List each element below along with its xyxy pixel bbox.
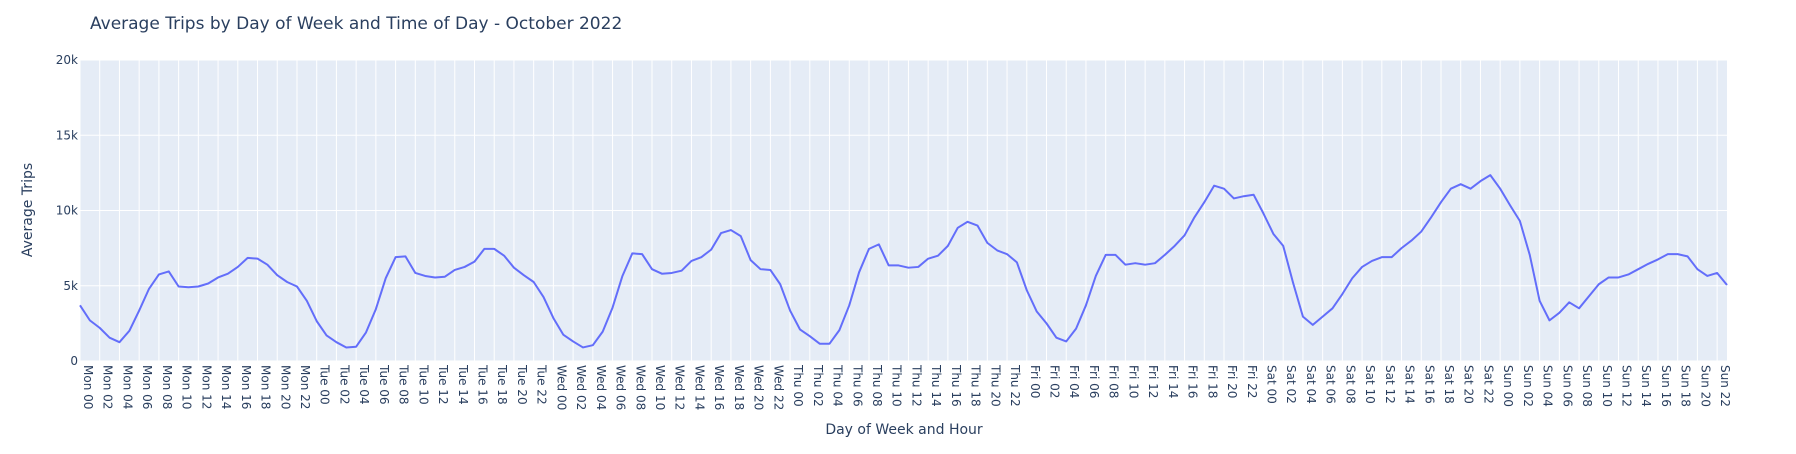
x-tick-label: Thu 14 [929,364,943,407]
x-tick-label: Sat 14 [1403,365,1417,404]
x-tick-label: Sat 12 [1383,365,1397,404]
x-tick-label: Mon 04 [120,365,134,409]
x-tick-label: Thu 18 [969,364,983,407]
x-tick-label: Fri 18 [1205,365,1219,398]
x-tick-label: Mon 18 [259,365,273,409]
x-tick-label: Thu 06 [850,364,864,407]
x-tick-label: Thu 22 [1008,364,1022,407]
x-tick-label: Sun 14 [1639,365,1653,407]
x-tick-label: Wed 02 [574,365,588,410]
x-axis-title: Day of Week and Hour [825,422,983,438]
x-tick-label: Sun 10 [1600,365,1614,407]
x-tick-label: Mon 08 [160,365,174,409]
x-tick-label: Mon 10 [180,365,194,409]
x-tick-label: Fri 22 [1245,365,1259,398]
x-tick-label: Sun 08 [1580,365,1594,407]
x-tick-label: Fri 20 [1225,365,1239,398]
x-tick-label: Mon 00 [81,365,95,409]
x-tick-label: Wed 06 [614,365,628,410]
x-tick-label: Tue 06 [377,364,391,405]
x-tick-label: Thu 10 [890,364,904,407]
x-tick-label: Wed 20 [752,365,766,410]
x-tick-label: Mon 06 [140,365,154,409]
x-tick-label: Wed 04 [594,365,608,410]
x-tick-label: Tue 02 [337,364,351,405]
x-tick-label: Tue 16 [475,364,489,405]
x-tick-label: Sun 18 [1679,365,1693,407]
x-tick-label: Sun 12 [1620,365,1634,407]
x-tick-label: Fri 04 [1067,365,1081,398]
x-tick-label: Thu 00 [791,364,805,407]
x-tick-label: Sat 08 [1343,365,1357,404]
x-tick-label: Wed 16 [712,365,726,410]
x-tick-label: Sat 20 [1462,365,1476,404]
x-tick-label: Sun 22 [1718,365,1732,407]
x-tick-label: Tue 00 [318,364,332,405]
x-tick-label: Sat 02 [1284,365,1298,404]
x-tick-label: Sat 22 [1481,365,1495,404]
x-tick-label: Mon 14 [219,365,233,409]
x-tick-label: Fri 14 [1166,365,1180,398]
y-tick-label: 15k [56,128,78,142]
y-tick-label: 0 [70,354,78,368]
y-axis-title: Average Trips [20,163,36,257]
x-tick-label: Sun 06 [1560,365,1574,407]
x-tick-label: Sat 06 [1324,365,1338,404]
x-tick-label: Sat 16 [1422,365,1436,404]
x-tick-label: Fri 06 [1087,365,1101,398]
x-tick-label: Tue 10 [416,364,430,405]
x-tick-label: Sat 04 [1304,365,1318,404]
x-tick-label: Mon 20 [278,365,292,409]
x-tick-label: Wed 18 [732,365,746,410]
x-tick-label: Sun 16 [1659,365,1673,407]
x-tick-label: Wed 00 [554,365,568,410]
x-tick-label: Tue 12 [436,364,450,405]
x-tick-label: Fri 10 [1126,365,1140,398]
x-tick-label: Sun 20 [1698,365,1712,407]
x-tick-label: Thu 12 [909,364,923,407]
x-tick-label: Sat 00 [1264,365,1278,404]
x-tick-label: Tue 18 [495,364,509,405]
x-tick-label: Thu 16 [949,364,963,407]
x-tick-label: Tue 20 [515,364,529,405]
x-tick-label: Tue 08 [397,364,411,405]
x-tick-label: Mon 16 [239,365,253,409]
x-tick-label: Fri 16 [1186,365,1200,398]
x-tick-label: Fri 00 [1028,365,1042,398]
x-tick-label: Fri 02 [1048,365,1062,398]
x-tick-label: Thu 02 [811,364,825,407]
x-tick-label: Sat 10 [1363,365,1377,404]
x-tick-label: Wed 22 [771,365,785,410]
y-tick-label: 20k [56,53,78,67]
y-tick-label: 5k [63,279,78,293]
x-tick-label: Sun 04 [1541,365,1555,407]
x-tick-label: Thu 08 [870,364,884,407]
chart-title: Average Trips by Day of Week and Time of… [90,14,622,34]
x-tick-label: Mon 12 [199,365,213,409]
x-tick-label: Mon 22 [298,365,312,409]
x-tick-label: Tue 22 [535,364,549,405]
x-tick-label: Tue 04 [357,364,371,405]
x-tick-label: Thu 04 [831,364,845,407]
x-tick-label: Fri 08 [1107,365,1121,398]
x-tick-label: Thu 20 [988,364,1002,407]
x-tick-label: Wed 10 [653,365,667,410]
x-tick-label: Wed 14 [692,365,706,410]
x-tick-label: Sun 00 [1501,365,1515,407]
x-tick-label: Sat 18 [1442,365,1456,404]
x-tick-label: Tue 14 [456,364,470,405]
x-tick-label: Mon 02 [101,365,115,409]
x-tick-label: Fri 12 [1146,365,1160,398]
x-tick-label: Sun 02 [1521,365,1535,407]
y-tick-label: 10k [56,204,78,218]
x-tick-label: Wed 08 [633,365,647,410]
x-tick-label: Wed 12 [673,365,687,410]
